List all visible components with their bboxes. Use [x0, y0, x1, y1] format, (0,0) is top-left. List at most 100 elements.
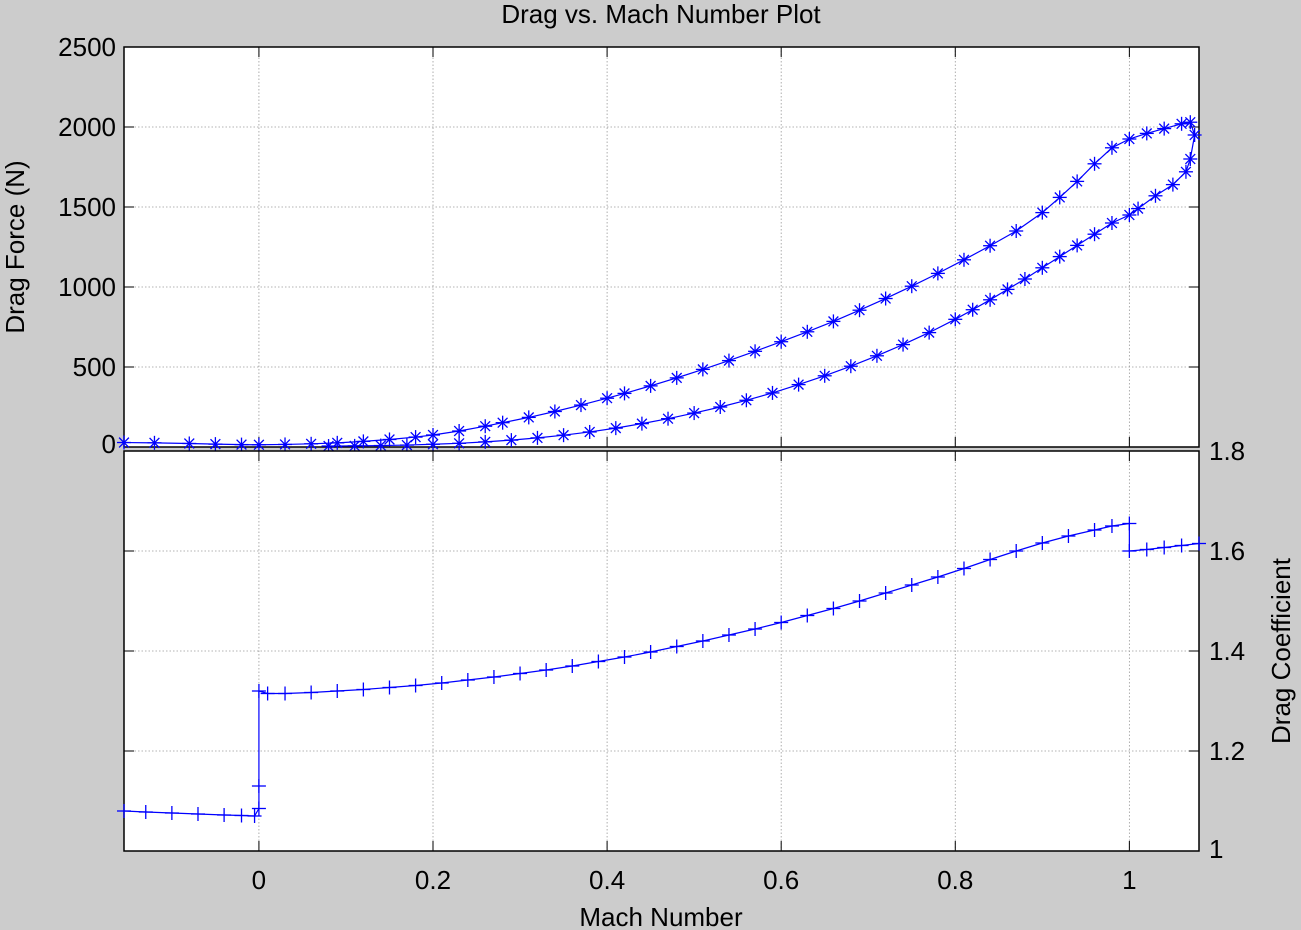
data-point	[547, 404, 562, 419]
data-point	[1087, 156, 1102, 171]
data-point	[748, 622, 763, 636]
x-tick-label: 1	[1122, 865, 1136, 895]
data-point	[478, 419, 493, 434]
data-point	[452, 436, 467, 451]
top-plot-area	[123, 46, 1200, 448]
data-point	[1017, 272, 1032, 286]
data-point	[1052, 190, 1067, 205]
data-point	[739, 393, 754, 408]
y-tick-label: 500	[73, 352, 116, 382]
data-point	[117, 804, 131, 818]
data-point	[530, 430, 545, 445]
data-point	[304, 436, 319, 451]
data-point	[956, 561, 971, 576]
data-point	[251, 437, 266, 452]
data-point	[478, 434, 493, 449]
data-point	[600, 391, 615, 406]
chart-title: Drag vs. Mach Number Plot	[501, 0, 821, 29]
data-point	[1174, 538, 1189, 553]
data-point	[774, 615, 789, 630]
y-tick-label: 1.6	[1209, 536, 1245, 566]
data-point	[1104, 140, 1119, 155]
data-point	[486, 670, 501, 684]
data-point	[260, 686, 275, 701]
data-point	[399, 438, 414, 453]
data-point	[800, 608, 815, 623]
data-point	[852, 594, 867, 608]
data-point	[164, 806, 179, 820]
bottom-x-axis-label: Mach Number	[579, 902, 743, 930]
bottom-y-ticks: 1 1.2 1.4 1.6 1.8	[124, 436, 1245, 864]
data-point	[948, 312, 963, 327]
data-point	[278, 686, 293, 701]
data-point	[182, 436, 197, 451]
data-point	[408, 678, 423, 693]
data-point	[617, 386, 632, 401]
data-point	[321, 439, 336, 454]
x-tick-label: 0.8	[937, 865, 973, 895]
data-point	[217, 808, 232, 822]
data-point	[138, 805, 153, 819]
data-point	[1139, 542, 1154, 557]
data-point	[304, 685, 319, 700]
bottom-grid	[124, 451, 1199, 851]
data-point	[661, 411, 676, 426]
data-point	[356, 682, 371, 697]
data-point	[1104, 519, 1119, 533]
data-point	[382, 432, 397, 447]
data-point	[1061, 529, 1076, 543]
data-point	[904, 578, 919, 592]
y-tick-label: 1.8	[1209, 436, 1245, 466]
y-tick-label: 1000	[58, 272, 116, 302]
data-point	[278, 437, 293, 452]
data-point	[1009, 224, 1024, 238]
data-point	[826, 601, 841, 616]
x-tick-label: 0.2	[415, 865, 451, 895]
data-point	[1070, 238, 1085, 253]
top-y-ticks: 0 500 1000 1500 2000 2500	[58, 32, 1199, 459]
data-point	[117, 435, 131, 450]
data-point	[643, 378, 658, 393]
data-point	[1178, 164, 1193, 179]
data-point	[504, 433, 519, 448]
data-point	[1122, 208, 1137, 222]
data-point	[460, 673, 475, 687]
data-point	[1139, 126, 1154, 141]
data-point	[1122, 132, 1137, 146]
data-point	[826, 314, 841, 329]
data-point	[695, 362, 710, 377]
data-point	[330, 684, 345, 698]
bottom-data-marks	[117, 516, 1206, 823]
data-point	[1087, 227, 1102, 242]
data-point	[1183, 115, 1198, 130]
data-point	[878, 291, 893, 306]
y-tick-label: 1.2	[1209, 736, 1245, 766]
series-line	[123, 522, 1200, 817]
data-point	[1183, 152, 1198, 166]
data-point	[565, 659, 580, 673]
data-point	[800, 324, 815, 339]
bottom-plot: 1 1.2 1.4 1.6 1.8 0 0.2 0.4 0.6 0.8 1 Mach Number…	[117, 436, 1296, 930]
data-point	[1035, 536, 1050, 550]
y-tick-label: 2500	[58, 32, 116, 62]
data-point	[983, 292, 998, 307]
data-point	[1087, 523, 1102, 537]
data-point	[852, 303, 867, 318]
data-point	[1192, 536, 1206, 551]
data-point	[695, 634, 710, 648]
data-point	[408, 430, 423, 445]
data-point	[904, 279, 919, 294]
data-point	[1000, 282, 1015, 297]
data-point	[687, 406, 702, 421]
data-point	[513, 666, 528, 681]
data-point	[251, 684, 266, 698]
data-point	[573, 398, 588, 413]
data-point	[1187, 128, 1202, 142]
data-point	[878, 586, 893, 600]
data-point	[251, 801, 266, 816]
data-point	[791, 377, 806, 392]
data-point	[1157, 121, 1172, 136]
data-point	[373, 438, 388, 453]
data-point	[1052, 249, 1067, 264]
